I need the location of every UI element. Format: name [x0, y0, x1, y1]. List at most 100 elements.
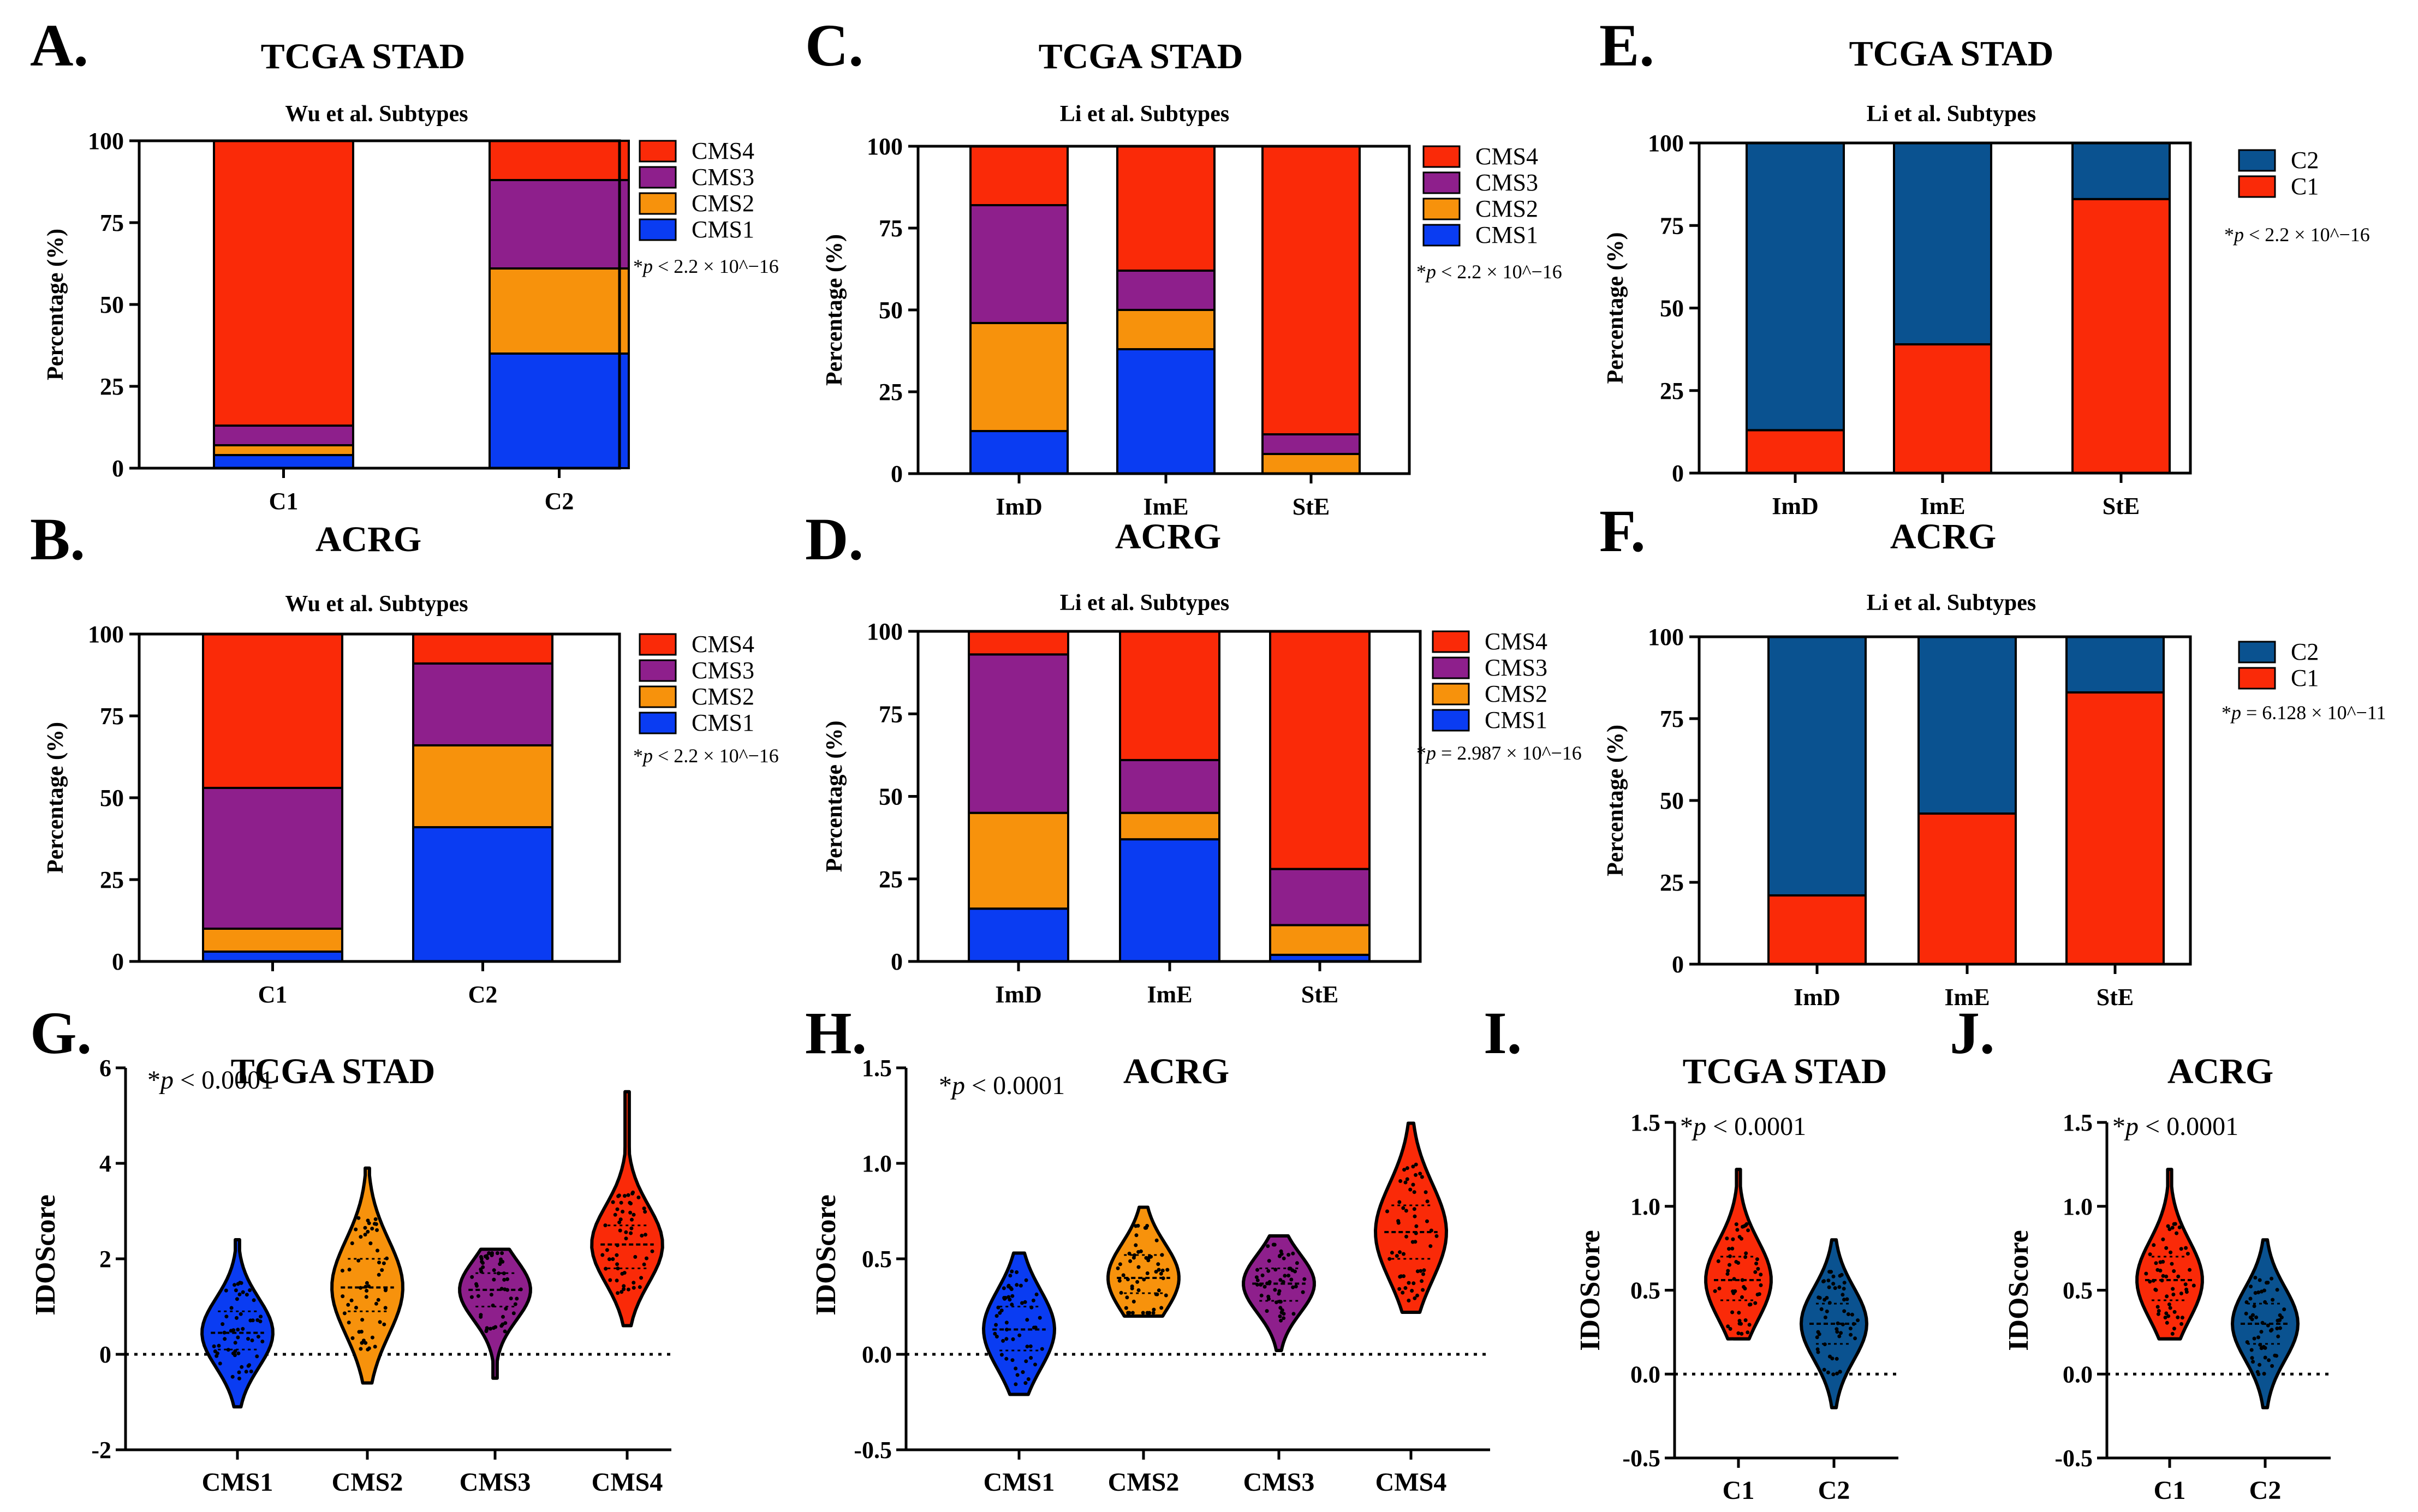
data-point [504, 1306, 508, 1311]
data-point [1291, 1285, 1295, 1289]
data-point [1395, 1254, 1399, 1258]
p-value-annotation: *p < 2.2 × 10^−16 [1416, 261, 1562, 283]
data-point [622, 1284, 626, 1288]
data-point [605, 1248, 609, 1252]
data-point [1117, 1278, 1122, 1283]
data-point [1132, 1253, 1136, 1257]
data-point [1396, 1219, 1401, 1223]
bar-segment-cms4-ime [1119, 630, 1220, 761]
data-point [2271, 1298, 2275, 1302]
data-point [1390, 1251, 1394, 1255]
data-point [1831, 1372, 1836, 1377]
bar-segment-cms3-imd [968, 653, 1069, 814]
panel-g: G. TCGA STAD -2 0 2 4 6 IDOScore CMS1 CMS2 CMS3 CMS… [30, 1000, 671, 1497]
data-point [1404, 1234, 1408, 1239]
data-point [2163, 1316, 2167, 1320]
data-point [2249, 1284, 2253, 1289]
data-point [630, 1217, 634, 1222]
data-point [1422, 1268, 1426, 1272]
legend-label: CMS1 [1485, 707, 1547, 733]
data-point [502, 1277, 507, 1282]
data-point [365, 1289, 369, 1293]
legend-label: CMS3 [1475, 169, 1538, 196]
data-point [1753, 1301, 1758, 1305]
x-tick-label: ImE [1147, 981, 1192, 1008]
data-point [1259, 1293, 1264, 1298]
violin-cms3 [458, 1247, 532, 1380]
data-point [1823, 1342, 1827, 1347]
data-point [1004, 1320, 1009, 1325]
bar-segment-cms2-c1 [213, 444, 354, 456]
data-point [615, 1207, 620, 1211]
data-point [491, 1326, 496, 1330]
data-point [217, 1343, 221, 1348]
legend-label: CMS4 [692, 631, 754, 658]
data-point [1031, 1298, 1035, 1302]
y-tick-label: 25 [879, 866, 903, 893]
bar-segment-c1-ste [2071, 198, 2171, 474]
y-tick-label: 0.0 [1630, 1361, 1660, 1388]
bar-segment-cms4-c1 [202, 633, 343, 789]
data-point [1006, 1284, 1011, 1289]
data-point [232, 1351, 236, 1355]
data-point [650, 1249, 654, 1253]
data-point [354, 1227, 358, 1232]
pvalue-p: p [2232, 224, 2244, 246]
data-point [1845, 1297, 1849, 1301]
data-point [240, 1365, 244, 1369]
data-point [363, 1226, 367, 1230]
data-point [350, 1336, 355, 1340]
data-point [1418, 1172, 1422, 1176]
data-point [1026, 1377, 1031, 1381]
pvalue-p: p [950, 1071, 965, 1100]
data-point [511, 1311, 516, 1316]
data-point [1024, 1359, 1028, 1364]
x-tick-label: C2 [545, 488, 574, 515]
data-point [515, 1296, 519, 1301]
data-point [615, 1278, 619, 1283]
data-point [250, 1338, 254, 1342]
data-point [503, 1287, 507, 1292]
data-point [248, 1288, 252, 1292]
x-tick-label: ImD [996, 493, 1043, 520]
pvalue-rest: = 6.128 × 10^−11 [2241, 702, 2386, 724]
data-point [1403, 1180, 1408, 1185]
data-point [1827, 1285, 1831, 1289]
data-point [487, 1251, 491, 1256]
data-point [632, 1286, 636, 1290]
data-point [1846, 1312, 1850, 1316]
data-point [1288, 1266, 1293, 1271]
legend-swatch-cms2 [1422, 198, 1461, 220]
data-point [1287, 1253, 1291, 1257]
x-tick-label: CMS4 [592, 1468, 663, 1497]
cohort-title: ACRG [315, 519, 421, 559]
data-point [366, 1347, 370, 1352]
pvalue-star: * [939, 1071, 952, 1100]
data-point [1125, 1295, 1129, 1300]
data-point [373, 1217, 378, 1221]
data-point [342, 1311, 347, 1316]
data-point [236, 1282, 240, 1286]
y-tick-label: 0 [1672, 460, 1684, 487]
data-point [618, 1217, 623, 1222]
data-point [1413, 1214, 1417, 1218]
x-tick-label: CMS1 [984, 1468, 1055, 1497]
data-point [1291, 1312, 1296, 1316]
data-point [1131, 1299, 1136, 1304]
bar-segment-cms4-c2 [489, 140, 630, 181]
data-point [1116, 1266, 1120, 1270]
data-point [499, 1287, 504, 1291]
legend-label: CMS2 [692, 683, 754, 710]
data-point [349, 1298, 354, 1302]
p-value-annotation: *p = 2.987 × 10^−16 [1416, 742, 1582, 764]
data-point [2244, 1311, 2248, 1316]
bar-segment-cms1-imd [969, 430, 1069, 475]
data-point [234, 1288, 238, 1293]
data-point [1419, 1269, 1423, 1273]
y-tick-label: 100 [88, 621, 124, 648]
y-tick-label: 25 [879, 379, 903, 405]
panel-e: E. TCGA STAD Li et al. Subtypes 0 25 50 75 100 I… [1599, 12, 2370, 519]
data-point [2266, 1323, 2270, 1328]
data-point [1420, 1279, 1424, 1283]
data-point [2254, 1315, 2259, 1319]
